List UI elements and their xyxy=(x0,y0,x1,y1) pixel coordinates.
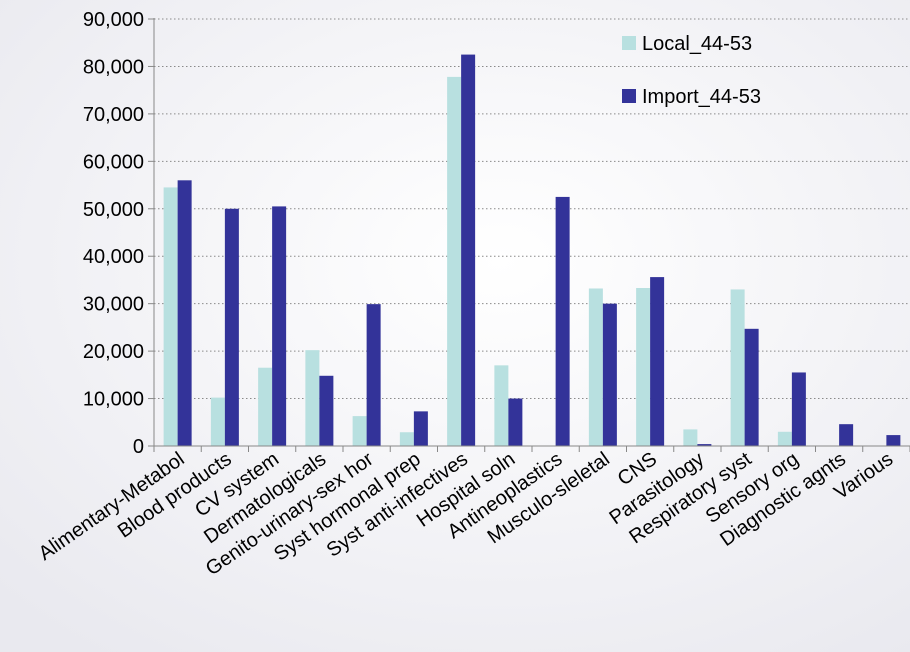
y-tick-label: 60,000 xyxy=(83,151,144,173)
bar-import xyxy=(413,411,428,446)
bar-import xyxy=(602,303,617,446)
bar-import xyxy=(744,328,759,446)
bar-import xyxy=(697,444,712,446)
y-tick-label: 40,000 xyxy=(83,246,144,268)
bars xyxy=(163,54,901,447)
legend: Local_44-53 Import_44-53 xyxy=(622,33,761,108)
legend-label-import: Import_44-53 xyxy=(642,86,761,108)
y-tick-label: 10,000 xyxy=(83,389,144,411)
bar-import xyxy=(650,277,665,446)
bar-import xyxy=(224,208,239,446)
bar-local xyxy=(258,367,273,446)
bar-import xyxy=(319,375,334,446)
bar-local xyxy=(163,187,178,446)
bar-local xyxy=(447,76,462,446)
y-axis-ticks: 0 10,000 20,000 30,000 40,000 50,000 60,000 70,… xyxy=(83,9,154,458)
bar-local xyxy=(683,429,698,446)
bar-import xyxy=(461,54,476,446)
bar-local xyxy=(777,431,792,446)
bar-import xyxy=(555,196,570,446)
legend-swatch-import xyxy=(622,89,636,103)
y-tick-label: 70,000 xyxy=(83,104,144,126)
bar-local xyxy=(210,397,225,446)
bar-import xyxy=(791,372,806,446)
bar-local xyxy=(636,288,651,446)
bar-import xyxy=(886,435,901,446)
y-tick-label: 20,000 xyxy=(83,341,144,363)
y-tick-label: 0 xyxy=(133,436,144,458)
bar-local xyxy=(730,289,745,446)
legend-label-local: Local_44-53 xyxy=(642,33,752,55)
bar-import xyxy=(508,398,523,446)
bar-local xyxy=(494,365,509,446)
y-tick-label: 30,000 xyxy=(83,294,144,316)
y-tick-label: 90,000 xyxy=(83,9,144,31)
bar-import xyxy=(177,180,192,447)
legend-swatch-local xyxy=(622,36,636,50)
y-tick-label: 50,000 xyxy=(83,199,144,221)
bar-local xyxy=(588,288,603,446)
bar-local xyxy=(305,350,320,446)
bar-import xyxy=(839,424,854,446)
bar-local xyxy=(399,432,414,446)
bar-local xyxy=(352,416,367,446)
y-tick-label: 80,000 xyxy=(83,56,144,78)
bar-import xyxy=(366,304,381,446)
bar-import xyxy=(272,206,287,446)
